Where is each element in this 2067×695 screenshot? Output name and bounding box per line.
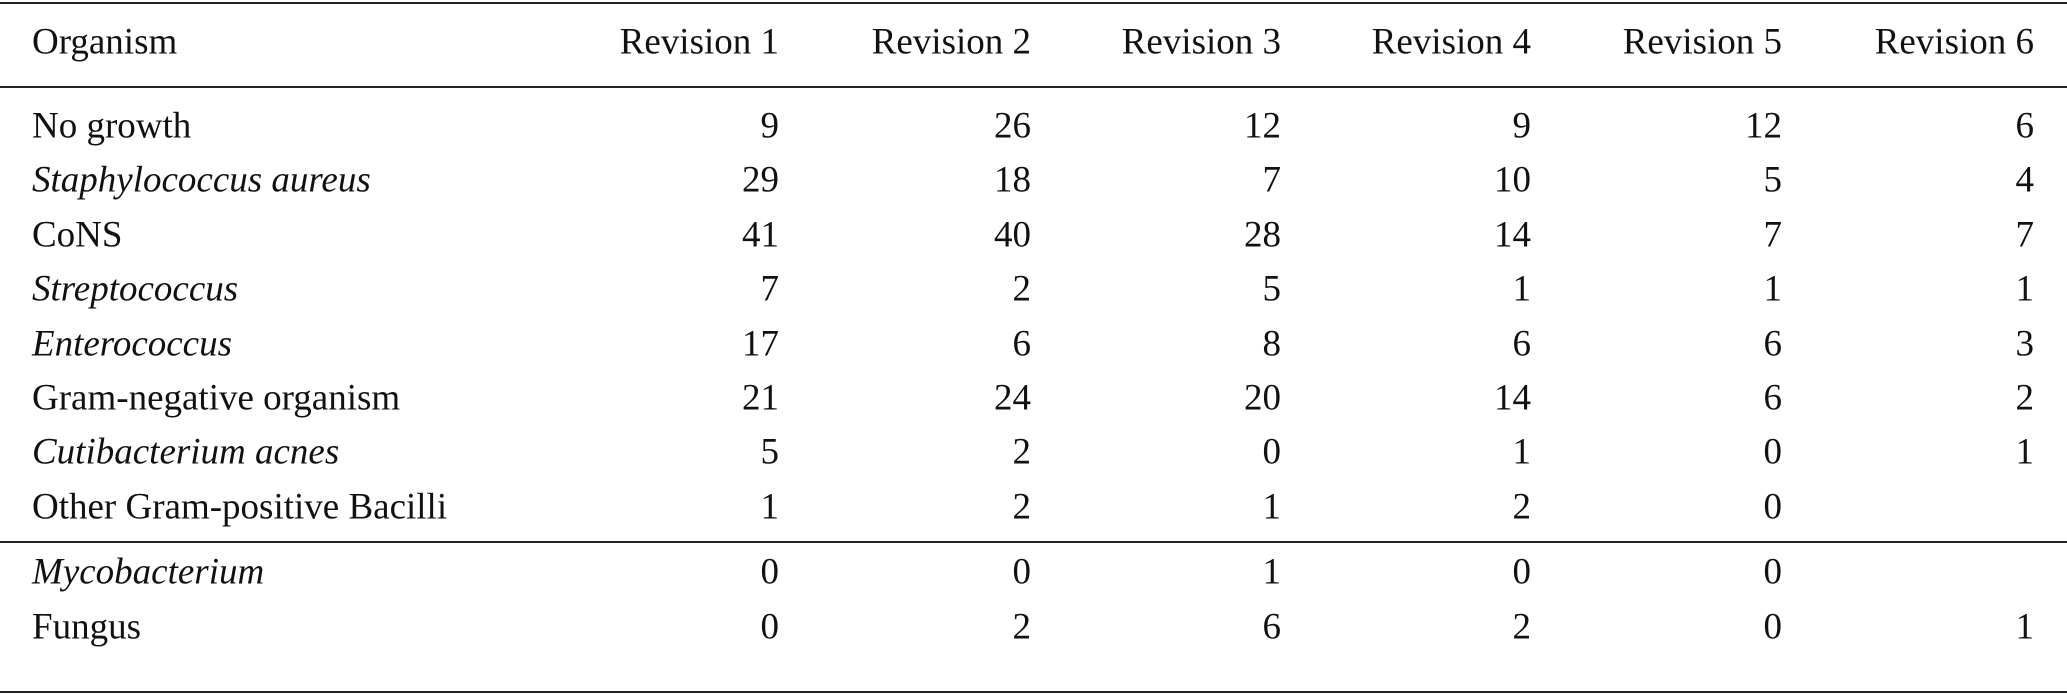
count-cell: 1	[1512, 431, 1532, 473]
count-cell: 0	[1763, 431, 1783, 473]
count-cell: 40	[994, 214, 1031, 256]
count-cell: 1	[2015, 606, 2035, 648]
count-cell: 0	[1012, 551, 1032, 593]
organism-name: CoNS	[32, 214, 123, 256]
count-cell: 20	[1244, 377, 1281, 419]
count-cell: 1	[1262, 486, 1282, 528]
count-cell: 10	[1494, 159, 1531, 201]
count-cell: 9	[760, 105, 780, 147]
header-revision: Revision 5	[1622, 21, 1782, 63]
group-rule	[0, 541, 2067, 543]
header-revision: Revision 1	[619, 21, 779, 63]
header-rule	[0, 86, 2067, 88]
count-cell: 7	[2015, 214, 2035, 256]
organism-name: Enterococcus	[32, 323, 232, 365]
count-cell: 2	[1012, 606, 1032, 648]
organism-name: Other Gram-positive Bacilli	[32, 486, 448, 528]
count-cell: 26	[994, 105, 1031, 147]
count-cell: 12	[1244, 105, 1281, 147]
count-cell: 5	[1763, 159, 1783, 201]
count-cell: 7	[760, 268, 780, 310]
count-cell: 8	[1262, 323, 1282, 365]
count-cell: 24	[994, 377, 1031, 419]
count-cell: 1	[2015, 431, 2035, 473]
count-cell: 2	[1512, 486, 1532, 528]
count-cell: 41	[742, 214, 779, 256]
header-revision: Revision 4	[1371, 21, 1531, 63]
count-cell: 28	[1244, 214, 1281, 256]
organism-name: Mycobacterium	[32, 551, 265, 593]
count-cell: 6	[1512, 323, 1532, 365]
count-cell: 17	[742, 323, 779, 365]
count-cell: 1	[1763, 268, 1783, 310]
count-cell: 2	[1012, 486, 1032, 528]
count-cell: 5	[1262, 268, 1282, 310]
count-cell: 6	[1763, 377, 1783, 419]
count-cell: 0	[760, 606, 780, 648]
count-cell: 0	[760, 551, 780, 593]
organism-name: Fungus	[32, 606, 141, 648]
count-cell: 2	[1512, 606, 1532, 648]
count-cell: 2	[1012, 431, 1032, 473]
count-cell: 2	[1012, 268, 1032, 310]
count-cell: 29	[742, 159, 779, 201]
count-cell: 4	[2015, 159, 2035, 201]
count-cell: 6	[2015, 105, 2035, 147]
organism-name: Cutibacterium acnes	[32, 431, 340, 473]
count-cell: 0	[1262, 431, 1282, 473]
count-cell: 2	[2015, 377, 2035, 419]
count-cell: 1	[1512, 268, 1532, 310]
count-cell: 14	[1494, 214, 1531, 256]
bottom-rule	[0, 691, 2067, 693]
count-cell: 1	[2015, 268, 2035, 310]
top-rule	[0, 2, 2067, 4]
count-cell: 14	[1494, 377, 1531, 419]
count-cell: 3	[2015, 323, 2035, 365]
count-cell: 5	[760, 431, 780, 473]
count-cell: 7	[1262, 159, 1282, 201]
organism-name: No growth	[32, 105, 192, 147]
count-cell: 6	[1763, 323, 1783, 365]
count-cell: 1	[1262, 551, 1282, 593]
header-organism: Organism	[32, 21, 178, 63]
count-cell: 0	[1763, 551, 1783, 593]
count-cell: 18	[994, 159, 1031, 201]
count-cell: 0	[1512, 551, 1532, 593]
header-revision: Revision 6	[1874, 21, 2034, 63]
organism-name: Gram-negative organism	[32, 377, 401, 419]
count-cell: 21	[742, 377, 779, 419]
count-cell: 6	[1012, 323, 1032, 365]
organism-name: Staphylococcus aureus	[32, 159, 371, 201]
count-cell: 12	[1745, 105, 1782, 147]
organism-name: Streptococcus	[32, 268, 239, 310]
count-cell: 7	[1763, 214, 1783, 256]
header-revision: Revision 3	[1121, 21, 1281, 63]
count-cell: 0	[1763, 486, 1783, 528]
count-cell: 0	[1763, 606, 1783, 648]
count-cell: 6	[1262, 606, 1282, 648]
header-revision: Revision 2	[871, 21, 1031, 63]
count-cell: 1	[760, 486, 780, 528]
count-cell: 9	[1512, 105, 1532, 147]
